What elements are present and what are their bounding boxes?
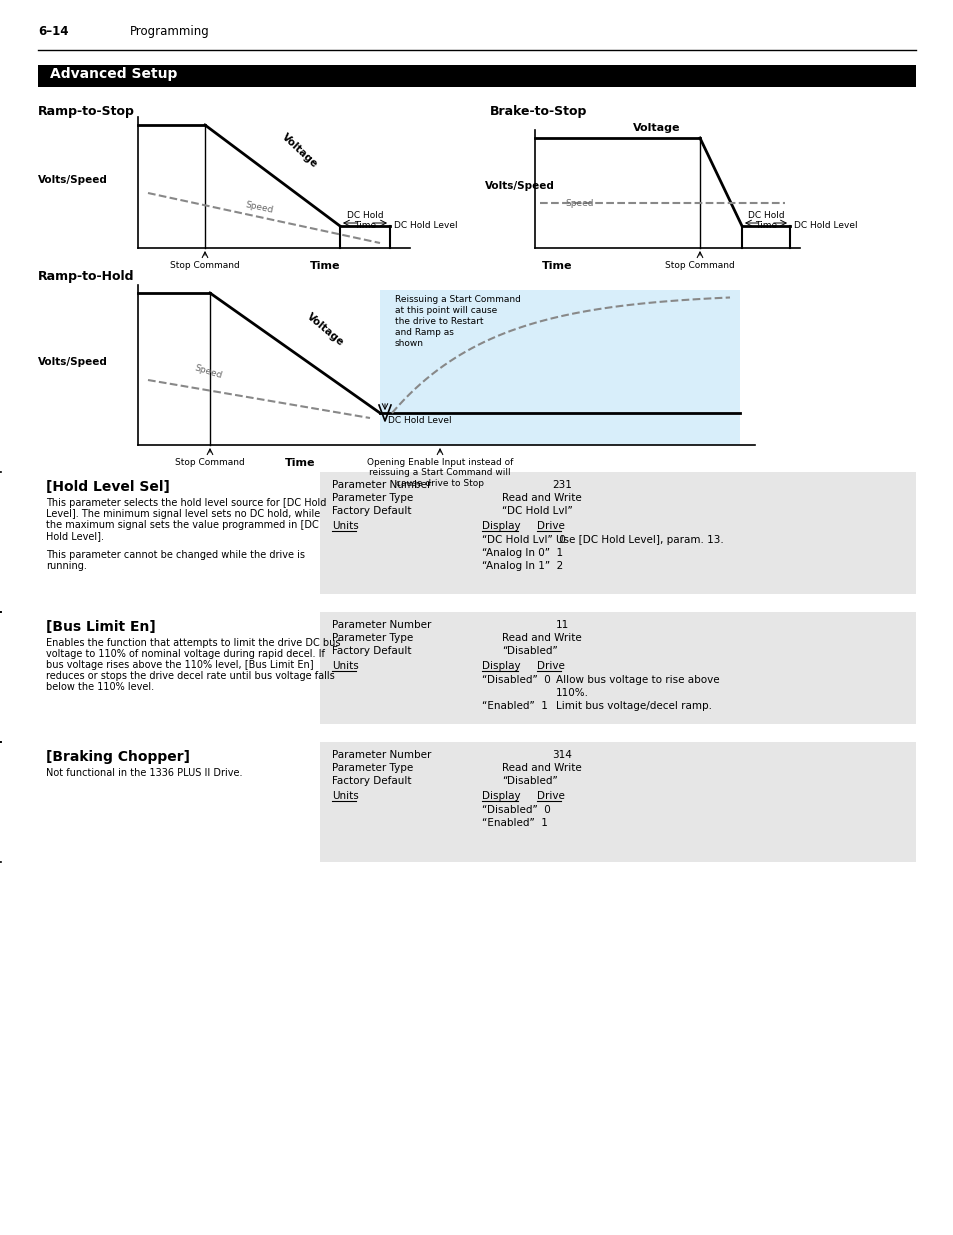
Text: voltage to 110% of nominal voltage during rapid decel. If: voltage to 110% of nominal voltage durin… [46,650,325,659]
Text: bus voltage rises above the 110% level, [Bus Limit En]: bus voltage rises above the 110% level, … [46,659,314,671]
Text: “Disabled”  0: “Disabled” 0 [481,805,550,815]
Text: Voltage: Voltage [280,132,319,170]
Text: “Analog In 0”  1: “Analog In 0” 1 [481,548,562,558]
Text: Parameter Number: Parameter Number [332,750,431,760]
Bar [38,65,915,86]
Text: Parameter Type: Parameter Type [332,493,413,503]
Text: Speed: Speed [564,199,593,207]
Text: DC Hold Level: DC Hold Level [793,221,857,231]
Text: Speed: Speed [244,200,274,215]
Text: Units: Units [332,661,358,671]
Text: Speed: Speed [193,363,223,380]
Text: DC Hold
Time: DC Hold Time [346,211,383,230]
Text: Drive: Drive [537,521,564,531]
Text: Display: Display [481,521,520,531]
Text: Parameter Number: Parameter Number [332,480,431,490]
Text: Read and Write: Read and Write [501,763,581,773]
Text: below the 110% level.: below the 110% level. [46,682,154,692]
Text: Use [DC Hold Level], param. 13.: Use [DC Hold Level], param. 13. [556,535,723,545]
Text: Not functional in the 1336 PLUS II Drive.: Not functional in the 1336 PLUS II Drive… [46,768,242,778]
Text: “Enabled”  1: “Enabled” 1 [481,701,547,711]
Text: “DC Hold Lvl”  0: “DC Hold Lvl” 0 [481,535,565,545]
Bar [38,594,915,613]
Text: Factory Default: Factory Default [332,646,411,656]
Text: Drive: Drive [537,661,564,671]
Text: Read and Write: Read and Write [501,634,581,643]
Text: Units: Units [332,790,358,802]
Text: Parameter Type: Parameter Type [332,763,413,773]
Text: Factory Default: Factory Default [332,506,411,516]
Text: Opening Enable Input instead of
reissuing a Start Command will
cause drive to St: Opening Enable Input instead of reissuin… [366,458,513,488]
Text: 11: 11 [555,620,568,630]
Text: [Bus Limit En]: [Bus Limit En] [46,620,155,634]
Text: Drive: Drive [537,790,564,802]
Text: Time: Time [541,261,572,270]
Text: Read and Write: Read and Write [501,493,581,503]
Text: [Hold Level Sel]: [Hold Level Sel] [46,480,170,494]
Text: [Braking Chopper]: [Braking Chopper] [46,750,190,764]
Text: Parameter Number: Parameter Number [332,620,431,630]
Text: “DC Hold Lvl”: “DC Hold Lvl” [501,506,572,516]
Text: Ramp-to-Stop: Ramp-to-Stop [38,105,134,119]
Text: Reissuing a Start Command
at this point will cause
the drive to Restart
and Ramp: Reissuing a Start Command at this point … [395,295,520,348]
Text: Enables the function that attempts to limit the drive DC bus: Enables the function that attempts to li… [46,638,340,648]
Text: Stop Command: Stop Command [175,458,245,467]
Text: Volts/Speed: Volts/Speed [38,357,108,367]
Text: Stop Command: Stop Command [170,261,239,270]
Text: DC Hold Level: DC Hold Level [394,221,457,231]
Text: 231: 231 [552,480,572,490]
Text: DC Hold
Time: DC Hold Time [747,211,783,230]
Bar [319,742,915,862]
Text: This parameter cannot be changed while the drive is: This parameter cannot be changed while t… [46,550,305,559]
Text: “Enabled”  1: “Enabled” 1 [481,818,547,827]
Text: “Analog In 1”  2: “Analog In 1” 2 [481,561,562,571]
Bar [38,742,319,862]
Text: This parameter selects the hold level source for [DC Hold: This parameter selects the hold level so… [46,498,326,508]
Text: 314: 314 [552,750,572,760]
Text: Voltage: Voltage [305,311,346,348]
Text: Volts/Speed: Volts/Speed [38,175,108,185]
Text: Volts/Speed: Volts/Speed [484,182,555,191]
Text: “Disabled”: “Disabled” [501,776,558,785]
Text: Hold Level].: Hold Level]. [46,531,104,541]
Polygon shape [379,290,740,445]
Bar [38,472,319,613]
Text: Time: Time [284,458,314,468]
Text: 110%.: 110%. [556,688,588,698]
Bar [38,613,319,742]
Bar [319,613,915,742]
Text: Limit bus voltage/decel ramp.: Limit bus voltage/decel ramp. [556,701,711,711]
Text: “Disabled”: “Disabled” [501,646,558,656]
Text: Units: Units [332,521,358,531]
Text: Time: Time [310,261,340,270]
Text: the maximum signal sets the value programmed in [DC: the maximum signal sets the value progra… [46,520,318,530]
Text: Voltage: Voltage [633,124,680,133]
Text: running.: running. [46,561,87,571]
Text: Display: Display [481,790,520,802]
Text: “Disabled”  0: “Disabled” 0 [481,676,550,685]
Bar [38,724,915,742]
Text: Stop Command: Stop Command [664,261,734,270]
Text: Allow bus voltage to rise above: Allow bus voltage to rise above [556,676,719,685]
Text: Level]. The minimum signal level sets no DC hold, while: Level]. The minimum signal level sets no… [46,509,320,519]
Text: Factory Default: Factory Default [332,776,411,785]
Text: DC Hold Level: DC Hold Level [388,416,451,425]
Text: Display: Display [481,661,520,671]
Text: Brake-to-Stop: Brake-to-Stop [490,105,587,119]
Text: reduces or stops the drive decel rate until bus voltage falls: reduces or stops the drive decel rate un… [46,671,335,680]
Text: 6–14: 6–14 [38,25,69,38]
Text: Parameter Type: Parameter Type [332,634,413,643]
Text: Ramp-to-Hold: Ramp-to-Hold [38,270,134,283]
Text: Programming: Programming [130,25,210,38]
Text: Advanced Setup: Advanced Setup [50,67,177,82]
Bar [319,472,915,613]
